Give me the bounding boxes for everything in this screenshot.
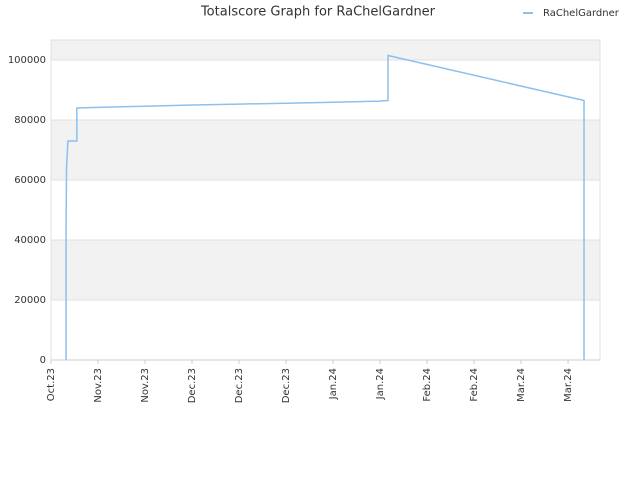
x-tick-label: Nov.23 (93, 368, 104, 403)
x-tick-label: Oct.23 (46, 368, 57, 401)
grid-band (51, 40, 600, 61)
x-tick-label: Mar.24 (516, 368, 527, 402)
y-tick-label: 100000 (8, 55, 46, 66)
x-tick-label: Jan.24 (328, 368, 339, 400)
grid-band (51, 240, 600, 301)
x-tick-label: Feb.24 (469, 368, 480, 402)
y-tick-label: 80000 (14, 115, 46, 126)
plot-frame (50, 39, 601, 361)
x-tick-label: Dec.23 (187, 368, 198, 403)
y-tick-label: 0 (40, 355, 46, 366)
y-tick-label: 20000 (14, 295, 46, 306)
x-tick-label: Jan.24 (375, 368, 386, 400)
series-line (65, 54, 585, 360)
x-tick-label: Feb.24 (422, 368, 433, 402)
y-tick-label: 40000 (14, 235, 46, 246)
y-tick-label: 60000 (14, 175, 46, 186)
chart-title: Totalscore Graph for RaChelGardner (200, 5, 436, 20)
grid-band (51, 120, 600, 181)
x-tick-label: Dec.23 (281, 368, 292, 403)
legend-label: RaChelGardner (543, 8, 620, 19)
x-tick-label: Nov.23 (140, 368, 151, 403)
x-tick-label: Dec.23 (234, 368, 245, 403)
x-tick-label: Mar.24 (563, 368, 574, 402)
